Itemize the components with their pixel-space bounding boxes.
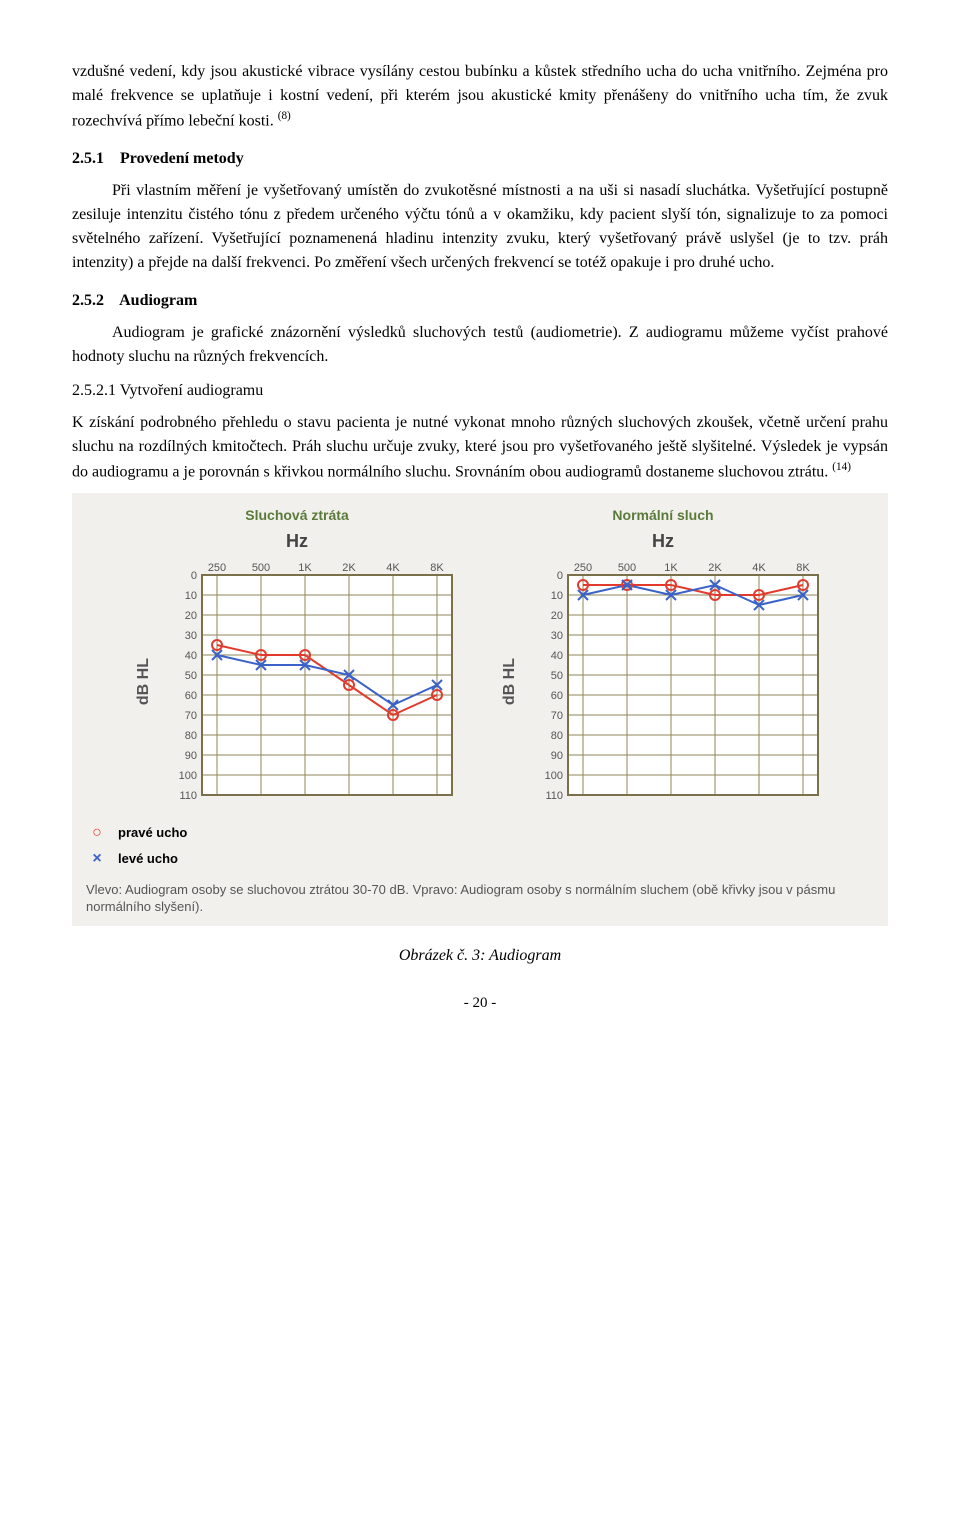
- figure-caption: Obrázek č. 3: Audiogram: [72, 944, 888, 968]
- legend-left-mark: ×: [86, 847, 108, 871]
- svg-text:0: 0: [557, 570, 563, 582]
- svg-text:4K: 4K: [386, 562, 400, 574]
- heading-251-title: Provedení metody: [120, 150, 244, 167]
- audiogram-left-block: Sluchová ztráta Hz dB HL 250 500 1K 2K 4K 8K 0…: [132, 505, 462, 807]
- svg-text:70: 70: [551, 710, 563, 722]
- svg-text:0: 0: [191, 570, 197, 582]
- svg-text:30: 30: [551, 630, 563, 642]
- legend-right-label: pravé ucho: [118, 823, 187, 843]
- citation-14: (14): [832, 461, 851, 473]
- svg-text:100: 100: [545, 770, 563, 782]
- legend-left-label: levé ucho: [118, 849, 178, 869]
- svg-text:4K: 4K: [752, 562, 766, 574]
- audiogram-right-title: Normální sluch: [612, 505, 713, 526]
- audiogram-right-unit: Hz: [652, 528, 674, 555]
- audiogram-left-svg: 250 500 1K 2K 4K 8K 0 10 20 30 40 50 60 70 80 90 100 110: [162, 557, 462, 807]
- svg-text:10: 10: [551, 590, 563, 602]
- svg-text:8K: 8K: [430, 562, 444, 574]
- legend-right-mark: ○: [86, 821, 108, 845]
- svg-text:80: 80: [185, 730, 197, 742]
- svg-text:60: 60: [185, 690, 197, 702]
- svg-text:80: 80: [551, 730, 563, 742]
- svg-text:40: 40: [551, 650, 563, 662]
- svg-text:250: 250: [574, 562, 592, 574]
- audiogram-left-title: Sluchová ztráta: [245, 505, 348, 526]
- svg-text:70: 70: [185, 710, 197, 722]
- paragraph-creation: K získání podrobného přehledu o stavu pa…: [72, 411, 888, 484]
- legend: ○ pravé ucho × levé ucho: [86, 821, 874, 871]
- paragraph-audiogram-lead: Audiogram je grafické znázornění výsledk…: [112, 324, 629, 341]
- svg-text:1K: 1K: [664, 562, 678, 574]
- paragraph-method: Při vlastním měření je vyšetřovaný umíst…: [72, 179, 888, 275]
- audiogram-right-svg: 250 500 1K 2K 4K 8K 0 10 20 30 40 50 60 70 80 90 100 110: [528, 557, 828, 807]
- svg-text:250: 250: [208, 562, 226, 574]
- svg-text:50: 50: [185, 670, 197, 682]
- svg-text:2K: 2K: [342, 562, 356, 574]
- audiogram-right-block: Normální sluch Hz dB HL 250 500 1K 2K 4K 8K 0 1…: [498, 505, 828, 807]
- legend-right-ear: ○ pravé ucho: [86, 821, 874, 845]
- svg-text:90: 90: [185, 750, 197, 762]
- paragraph-audiogram-def: Audiogram je grafické znázornění výsledk…: [72, 321, 888, 369]
- svg-text:8K: 8K: [796, 562, 810, 574]
- svg-text:500: 500: [252, 562, 270, 574]
- svg-text:100: 100: [179, 770, 197, 782]
- figure-panel: Sluchová ztráta Hz dB HL 2505001K2K4K8K0…: [72, 493, 888, 926]
- paragraph-creation-text: K získání podrobného přehledu o stavu pa…: [72, 414, 888, 480]
- svg-text:2K: 2K: [708, 562, 722, 574]
- audiogram-right-ylabel: dB HL: [498, 658, 522, 705]
- legend-left-ear: × levé ucho: [86, 847, 874, 871]
- paragraph-intro: vzdušné vedení, kdy jsou akustické vibra…: [72, 60, 888, 133]
- svg-text:60: 60: [551, 690, 563, 702]
- svg-text:110: 110: [179, 790, 197, 802]
- svg-text:20: 20: [185, 610, 197, 622]
- svg-text:20: 20: [551, 610, 563, 622]
- figure-grey-caption: Vlevo: Audiogram osoby se sluchovou ztrá…: [86, 881, 874, 916]
- svg-text:110: 110: [545, 790, 563, 802]
- heading-252-num: 2.5.2: [72, 292, 104, 309]
- audiogram-left-ylabel: dB HL: [132, 658, 156, 705]
- heading-252: 2.5.2 Audiogram: [72, 289, 888, 313]
- svg-text:30: 30: [185, 630, 197, 642]
- svg-text:40: 40: [185, 650, 197, 662]
- heading-2521: 2.5.2.1 Vytvoření audiogramu: [72, 379, 888, 403]
- heading-251: 2.5.1 Provedení metody: [72, 147, 888, 171]
- svg-text:1K: 1K: [298, 562, 312, 574]
- paragraph-intro-text: vzdušné vedení, kdy jsou akustické vibra…: [72, 63, 888, 129]
- heading-251-num: 2.5.1: [72, 150, 104, 167]
- citation-8: (8): [278, 110, 291, 122]
- heading-252-title: Audiogram: [119, 292, 197, 309]
- audiogram-left-unit: Hz: [286, 528, 308, 555]
- svg-text:90: 90: [551, 750, 563, 762]
- page-number: - 20 -: [72, 992, 888, 1015]
- svg-text:500: 500: [618, 562, 636, 574]
- svg-text:10: 10: [185, 590, 197, 602]
- svg-text:50: 50: [551, 670, 563, 682]
